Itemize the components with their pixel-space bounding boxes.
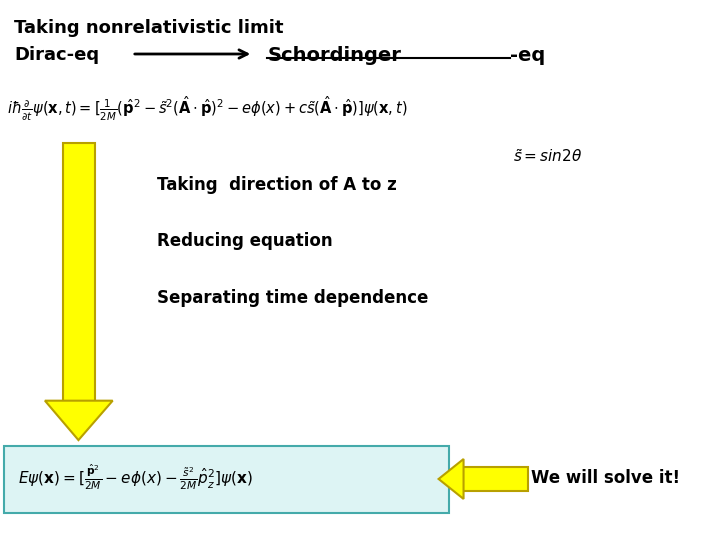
Text: Reducing equation: Reducing equation (157, 232, 333, 250)
Text: Taking  direction of A to z: Taking direction of A to z (157, 176, 397, 193)
Polygon shape (45, 401, 113, 440)
Text: $i\hbar \frac{\partial}{\partial t}\psi(\mathbf{x},t) = [\frac{1}{2M}(\hat{\math: $i\hbar \frac{\partial}{\partial t}\psi(… (7, 94, 408, 123)
Text: -eq: -eq (510, 46, 545, 65)
Text: Separating time dependence: Separating time dependence (157, 289, 428, 307)
Polygon shape (462, 467, 528, 491)
Polygon shape (63, 143, 95, 402)
Text: Dirac-eq: Dirac-eq (14, 46, 99, 64)
Text: Schordinger: Schordinger (267, 46, 401, 65)
Polygon shape (438, 459, 464, 499)
Text: $E\psi(\mathbf{x}) = [\frac{\hat{\mathbf{p}}^2}{2M} - e\phi(x) - \frac{\tilde{s}: $E\psi(\mathbf{x}) = [\frac{\hat{\mathbf… (18, 463, 253, 494)
Text: $\tilde{s} = sin2\theta$: $\tilde{s} = sin2\theta$ (513, 148, 582, 165)
FancyBboxPatch shape (4, 446, 449, 513)
Text: Taking nonrelativistic limit: Taking nonrelativistic limit (14, 19, 284, 37)
Text: We will solve it!: We will solve it! (531, 469, 680, 488)
